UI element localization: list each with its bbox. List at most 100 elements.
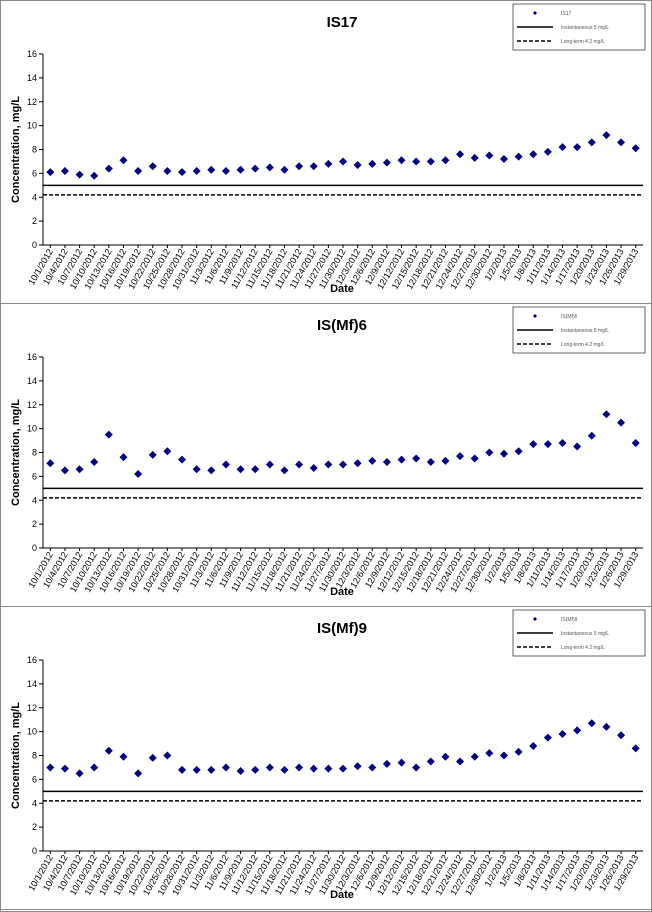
data-point <box>236 767 245 776</box>
y-tick-label: 6 <box>32 774 37 784</box>
data-point <box>46 168 55 177</box>
data-point <box>148 450 157 459</box>
data-point <box>485 749 494 758</box>
legend-label: Long-term 4.2 mg/L <box>561 645 605 651</box>
y-tick-label: 16 <box>27 655 37 665</box>
data-point <box>295 162 304 171</box>
data-point <box>265 163 274 172</box>
y-tick-label: 4 <box>32 192 37 202</box>
y-tick-label: 10 <box>27 424 37 434</box>
legend-marker <box>533 11 537 15</box>
data-point <box>178 765 187 774</box>
data-point <box>514 747 523 756</box>
data-point <box>499 751 508 760</box>
data-point <box>192 765 201 774</box>
data-point <box>543 733 552 742</box>
data-point <box>134 769 143 778</box>
y-axis-label: Concentration, mg/L <box>10 399 22 506</box>
data-point <box>397 455 406 464</box>
data-point <box>324 159 333 168</box>
data-point <box>368 159 377 168</box>
data-point <box>178 455 187 464</box>
legend-label: Instantaneous 5 mg/L <box>561 25 609 31</box>
data-point <box>251 765 260 774</box>
y-tick-label: 16 <box>27 49 37 59</box>
y-tick-label: 10 <box>27 727 37 737</box>
data-point <box>90 171 99 180</box>
y-tick-label: 8 <box>32 751 37 761</box>
y-tick-label: 6 <box>32 168 37 178</box>
chart-panel: IS(Mf)9 Concentration, mg/L Date 0 2 4 6 8 10 12 1… <box>1 609 651 910</box>
y-tick-label: 14 <box>27 679 37 689</box>
chart-title: IS(Mf)6 <box>317 317 367 334</box>
y-axis-label: Concentration, mg/L <box>10 96 22 203</box>
data-point <box>470 752 479 761</box>
data-point <box>295 460 304 469</box>
data-point <box>499 155 508 164</box>
data-point <box>397 156 406 165</box>
data-point <box>221 166 230 175</box>
data-point <box>426 157 435 166</box>
data-point <box>148 753 157 762</box>
data-point <box>163 751 172 760</box>
data-point <box>368 456 377 465</box>
data-point <box>353 459 362 468</box>
data-point <box>265 763 274 772</box>
data-point <box>236 465 245 474</box>
x-axis-label: Date <box>330 283 354 295</box>
data-point <box>631 744 640 753</box>
data-point <box>60 166 69 175</box>
data-point <box>573 143 582 152</box>
data-point <box>75 769 84 778</box>
data-point <box>368 763 377 772</box>
legend-label: Long-term 4.2 mg/L <box>561 39 605 45</box>
legend-label: Long-term 4.2 mg/L <box>561 342 605 348</box>
y-tick-label: 8 <box>32 448 37 458</box>
data-point <box>339 764 347 773</box>
legend-label: Instantaneous 5 mg/L <box>561 631 609 637</box>
data-point <box>397 758 406 767</box>
data-point <box>104 430 113 439</box>
y-tick-label: 0 <box>32 543 37 553</box>
legend-marker <box>533 617 537 621</box>
data-point <box>441 156 450 165</box>
data-point <box>46 763 55 772</box>
data-point <box>558 143 567 152</box>
data-point <box>295 763 304 772</box>
data-point <box>251 465 260 474</box>
data-point <box>382 158 391 167</box>
data-point <box>353 161 362 170</box>
legend-label: IS(Mf)6 <box>561 314 578 320</box>
y-tick-label: 2 <box>32 216 37 226</box>
y-tick-label: 16 <box>27 352 37 362</box>
data-point <box>514 447 523 456</box>
data-point <box>207 466 216 475</box>
data-point <box>192 166 201 175</box>
data-point <box>631 144 640 153</box>
data-point <box>221 763 230 772</box>
data-point <box>456 757 465 766</box>
data-point <box>324 460 333 469</box>
data-point <box>617 418 626 427</box>
data-point <box>426 757 435 766</box>
y-tick-label: 14 <box>27 376 37 386</box>
data-point <box>119 752 128 761</box>
data-point <box>280 765 289 774</box>
data-point <box>75 170 84 179</box>
x-axis-label: Date <box>330 889 354 901</box>
data-point <box>339 157 347 166</box>
data-point <box>558 730 567 739</box>
data-point <box>265 460 274 469</box>
data-point <box>178 168 187 177</box>
data-point <box>60 764 69 773</box>
data-point <box>353 762 362 771</box>
data-point <box>221 460 230 469</box>
data-point <box>412 454 421 463</box>
data-point <box>412 157 421 166</box>
data-point <box>324 764 333 773</box>
data-point <box>587 431 596 440</box>
data-point <box>485 448 494 457</box>
legend-label: IS17 <box>561 11 572 17</box>
y-tick-label: 12 <box>27 400 37 410</box>
